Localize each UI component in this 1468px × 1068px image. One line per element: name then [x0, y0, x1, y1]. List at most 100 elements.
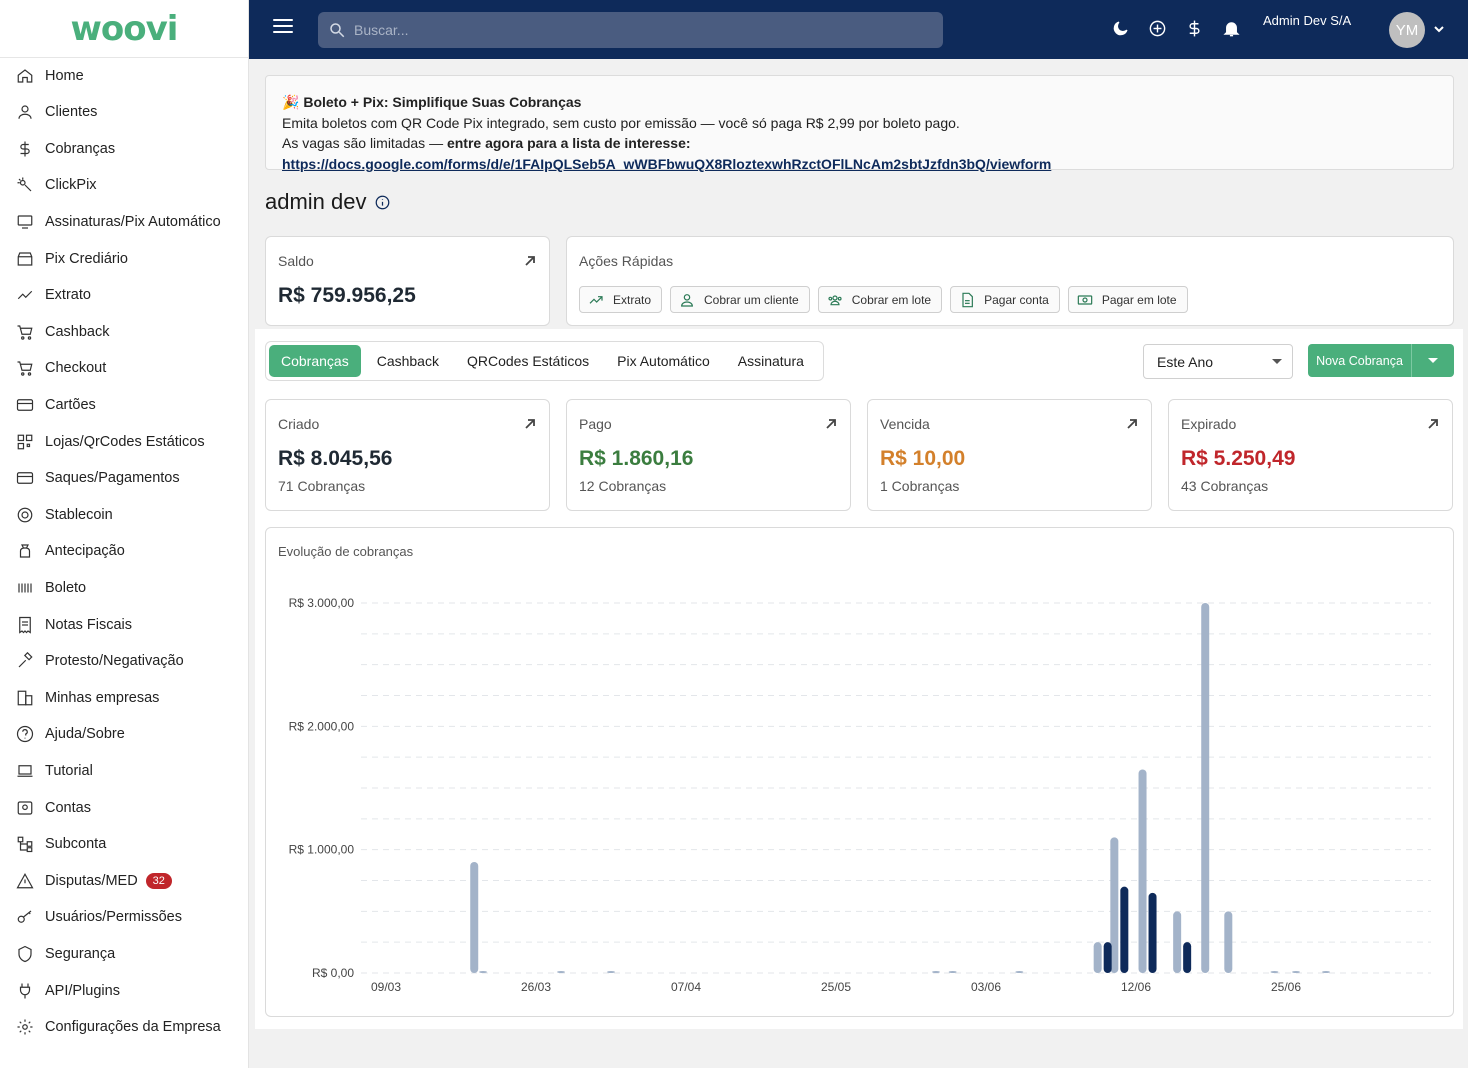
- sidebar-item-home[interactable]: Home: [0, 58, 248, 94]
- kpi-count: 71 Cobranças: [278, 478, 366, 494]
- company-name[interactable]: Admin Dev S/A: [1263, 13, 1352, 28]
- created-bar: [1292, 971, 1300, 973]
- sidebar-item-label: Tutorial: [45, 762, 93, 779]
- avatar[interactable]: YM: [1389, 12, 1425, 48]
- sidebar-item-label: Stablecoin: [45, 506, 113, 523]
- x-tick-label: 25/05: [821, 980, 851, 994]
- sidebar-item-notas-fiscais[interactable]: Notas Fiscais: [0, 606, 248, 643]
- y-tick-label: R$ 2.000,00: [289, 719, 355, 733]
- batch-charge-button[interactable]: Cobrar em lote: [817, 286, 943, 313]
- sidebar-item-api-plugins[interactable]: API/Plugins: [0, 972, 248, 1009]
- sidebar-item-contas[interactable]: Contas: [0, 789, 248, 826]
- page-title-text: admin dev: [265, 189, 367, 214]
- interest-form-link[interactable]: https://docs.google.com/forms/d/e/1FAIpQ…: [282, 155, 1052, 172]
- sidebar-item-clickpix[interactable]: ClickPix: [0, 167, 248, 204]
- sidebar-item-assinaturas-pix-autom-tico[interactable]: Assinaturas/Pix Automático: [0, 204, 248, 241]
- period-value: Este Ano: [1157, 353, 1214, 370]
- sidebar-item-label: Notas Fiscais: [45, 616, 133, 633]
- sidebar-item-protesto-negativa-o[interactable]: Protesto/Negativação: [0, 643, 248, 680]
- open-external-icon[interactable]: [1426, 417, 1440, 431]
- dollar-icon[interactable]: [1185, 19, 1204, 38]
- sidebar-item-saques-pagamentos[interactable]: Saques/Pagamentos: [0, 460, 248, 497]
- sidebar-item-label: Protesto/Negativação: [45, 653, 184, 670]
- tab-assinatura[interactable]: Assinatura: [737, 353, 804, 369]
- search-bar[interactable]: [318, 12, 943, 48]
- created-bar: [470, 862, 479, 973]
- created-bar: [607, 971, 615, 973]
- x-tick-label: 07/04: [671, 980, 701, 994]
- search-icon: [330, 23, 345, 38]
- sidebar-item-label: ClickPix: [45, 177, 97, 194]
- woovi-logo[interactable]: woovi: [0, 0, 248, 58]
- sidebar-item-usu-rios-permiss-es[interactable]: Usuários/Permissões: [0, 899, 248, 936]
- info-icon[interactable]: [375, 195, 390, 210]
- new-charge-menu-button[interactable]: [1412, 344, 1454, 377]
- open-external-icon[interactable]: [523, 417, 537, 431]
- open-external-icon[interactable]: [523, 254, 537, 268]
- sidebar-item-label: Contas: [45, 799, 91, 816]
- sidebar-item-cobran-as[interactable]: Cobranças: [0, 131, 248, 168]
- quick-actions-label: Ações Rápidas: [579, 253, 674, 269]
- sidebar-item-lojas-qrcodes-est-ticos[interactable]: Lojas/QrCodes Estáticos: [0, 423, 248, 460]
- open-external-icon[interactable]: [824, 417, 838, 431]
- sidebar-item-minhas-empresas[interactable]: Minhas empresas: [0, 680, 248, 717]
- new-charge-button[interactable]: Nova Cobrança: [1308, 344, 1412, 377]
- sidebar-item-boleto[interactable]: Boleto: [0, 570, 248, 607]
- batch-pay-button[interactable]: Pagar em lote: [1067, 286, 1188, 313]
- sidebar-item-cashback[interactable]: Cashback: [0, 314, 248, 351]
- kpi-paid-card[interactable]: Pago R$ 1.860,16 12 Cobranças: [566, 399, 851, 511]
- sidebar-item-disputas-med[interactable]: Disputas/MED 32: [0, 862, 248, 899]
- sidebar-item-clientes[interactable]: Clientes: [0, 94, 248, 131]
- sidebar-item-antecipa-o[interactable]: Antecipação: [0, 533, 248, 570]
- group-icon: [828, 294, 842, 305]
- sidebar-item-checkout[interactable]: Checkout: [0, 350, 248, 387]
- tab-pix-automatico[interactable]: Pix Automático: [617, 353, 710, 369]
- click-icon: [16, 176, 34, 194]
- y-tick-label: R$ 0,00: [312, 966, 354, 980]
- sidebar-item-configura-es-da-empresa[interactable]: Configurações da Empresa: [0, 1009, 248, 1046]
- count-badge: 32: [145, 872, 172, 889]
- building-icon: [16, 689, 34, 707]
- sidebar-item-ajuda-sobre[interactable]: Ajuda/Sobre: [0, 716, 248, 753]
- kpi-count: 1 Cobranças: [880, 478, 960, 494]
- tab-cobrancas[interactable]: Cobranças: [269, 345, 361, 377]
- sidebar-item-cart-es[interactable]: Cartões: [0, 387, 248, 424]
- open-external-icon[interactable]: [1125, 417, 1139, 431]
- search-input[interactable]: [354, 22, 914, 38]
- dollar-icon: [16, 140, 34, 158]
- extrato-button[interactable]: Extrato: [579, 286, 663, 313]
- add-circle-icon[interactable]: [1148, 19, 1167, 38]
- kpi-overdue-card[interactable]: Vencida R$ 10,00 1 Cobranças: [867, 399, 1152, 511]
- bell-icon[interactable]: [1222, 19, 1241, 38]
- sidebar-item-stablecoin[interactable]: Stablecoin: [0, 497, 248, 534]
- header-actions: [1111, 19, 1241, 38]
- sidebar-nav: Home Clientes Cobranças ClickPix Assinaturas…: [0, 58, 248, 1045]
- caret-down-icon: [1272, 359, 1282, 364]
- sidebar-item-subconta[interactable]: Subconta: [0, 826, 248, 863]
- sidebar-item-tutorial[interactable]: Tutorial: [0, 753, 248, 790]
- created-bar: [1173, 911, 1182, 973]
- period-select[interactable]: Este Ano: [1143, 344, 1293, 379]
- new-charge-button-group: Nova Cobrança: [1308, 344, 1454, 377]
- created-bar: [1201, 603, 1210, 973]
- sidebar-item-seguran-a[interactable]: Segurança: [0, 936, 248, 973]
- kpi-created-card[interactable]: Criado R$ 8.045,56 71 Cobranças: [265, 399, 550, 511]
- tab-qrcodes[interactable]: QRCodes Estáticos: [466, 353, 590, 369]
- sidebar-item-label: Ajuda/Sobre: [45, 726, 125, 743]
- moon-icon[interactable]: [1111, 19, 1130, 38]
- charges-chart: R$ 3.000,00 R$ 2.000,00 R$ 1.000,00 R$ 0,00…: [289, 596, 1431, 994]
- sidebar-item-label: API/Plugins: [45, 982, 120, 999]
- menu-icon[interactable]: [273, 19, 293, 39]
- charge-customer-button[interactable]: Cobrar um cliente: [670, 286, 810, 313]
- warning-icon: [16, 872, 34, 890]
- trending-up-icon: [16, 286, 34, 304]
- chevron-down-icon[interactable]: [1433, 22, 1445, 34]
- sidebar: woovi Home Clientes Cobranças ClickPix Assin…: [0, 0, 249, 1068]
- kpi-value: R$ 8.045,56: [278, 447, 393, 470]
- kpi-expired-card[interactable]: Expirado R$ 5.250,49 43 Cobranças: [1168, 399, 1453, 511]
- sidebar-item-extrato[interactable]: Extrato: [0, 277, 248, 314]
- sidebar-item-pix-credi-rio[interactable]: Pix Crediário: [0, 240, 248, 277]
- pay-bill-button[interactable]: Pagar conta: [950, 286, 1060, 313]
- tab-cashback[interactable]: Cashback: [376, 353, 439, 369]
- payment-icon: [16, 469, 34, 487]
